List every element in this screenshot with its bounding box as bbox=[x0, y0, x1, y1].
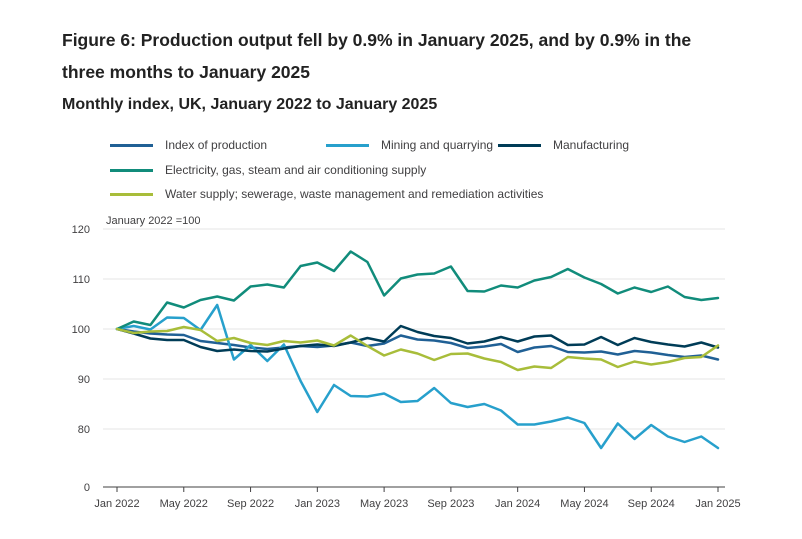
x-tick-label: Jan 2023 bbox=[295, 498, 340, 510]
x-tick-label: May 2023 bbox=[360, 498, 408, 510]
chart-title: Figure 6: Production output fell by 0.9%… bbox=[62, 30, 692, 82]
legend-label: Mining and quarrying bbox=[381, 138, 494, 152]
x-tick-label: Sep 2024 bbox=[628, 498, 675, 510]
series-line[interactable] bbox=[115, 250, 720, 331]
legend-swatch bbox=[110, 192, 153, 196]
legend-item-manufacturing[interactable]: Manufacturing bbox=[498, 138, 629, 152]
y-tick-label: 90 bbox=[78, 374, 90, 386]
legend-swatch bbox=[110, 168, 153, 172]
series-line[interactable] bbox=[115, 325, 720, 372]
series-line[interactable] bbox=[115, 303, 720, 450]
series-line[interactable] bbox=[115, 327, 720, 361]
legend-label: Electricity, gas, steam and air conditio… bbox=[165, 163, 427, 177]
y-tick-label: 100 bbox=[72, 324, 90, 336]
x-tick-label: Sep 2023 bbox=[427, 498, 474, 510]
legend-item-index-of-production[interactable]: Index of production bbox=[110, 138, 267, 152]
y-tick-label: 110 bbox=[72, 274, 90, 286]
x-tick-label: May 2022 bbox=[160, 498, 208, 510]
legend-item-mining-and-quarrying[interactable]: Mining and quarrying bbox=[326, 138, 493, 152]
legend-swatch bbox=[326, 143, 369, 147]
y-tick-label: 0 bbox=[84, 482, 90, 494]
x-tick-label: Jan 2024 bbox=[495, 498, 540, 510]
legend-label: Index of production bbox=[165, 138, 268, 152]
y-axis-label: January 2022 =100 bbox=[106, 215, 201, 227]
x-tick-label: Sep 2022 bbox=[227, 498, 274, 510]
y-tick-label: 80 bbox=[78, 424, 90, 436]
legend-label: Water supply; sewerage, waste management… bbox=[165, 187, 544, 201]
gridlines bbox=[103, 228, 725, 488]
x-tick-label: Jan 2025 bbox=[695, 498, 740, 510]
series-lines bbox=[115, 250, 720, 450]
legend-label: Manufacturing bbox=[553, 138, 630, 152]
legend-item-water-supply[interactable]: Water supply; sewerage, waste management… bbox=[110, 187, 543, 201]
axes: 0 80 90 100 110 120 Jan 2022 May 2022 Sep 2022 Ja… bbox=[72, 224, 741, 510]
legend-swatch bbox=[498, 143, 541, 147]
chart-subtitle: Monthly index, UK, January 2022 to Janua… bbox=[62, 96, 438, 113]
series-line[interactable] bbox=[115, 324, 720, 353]
y-tick-label: 120 bbox=[72, 224, 90, 236]
x-tick-label: May 2024 bbox=[560, 498, 608, 510]
legend-swatch bbox=[110, 143, 153, 147]
legend-item-electricity[interactable]: Electricity, gas, steam and air conditio… bbox=[110, 163, 426, 177]
x-tick-label: Jan 2022 bbox=[94, 498, 139, 510]
